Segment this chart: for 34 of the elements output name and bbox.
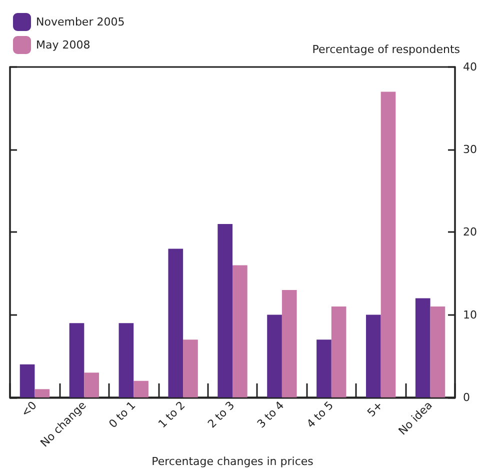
x-tick-label: <0 bbox=[18, 398, 40, 420]
bar bbox=[331, 306, 346, 398]
bar bbox=[282, 290, 297, 398]
x-tick-label: 5+ bbox=[364, 398, 386, 420]
bar bbox=[118, 323, 134, 398]
bar bbox=[415, 298, 430, 398]
y-tick-label: 10 bbox=[463, 308, 477, 322]
bar bbox=[69, 323, 84, 398]
bar bbox=[34, 389, 50, 398]
bar bbox=[232, 265, 248, 398]
legend-label: May 2008 bbox=[36, 38, 90, 52]
x-tick-label: 4 to 5 bbox=[304, 398, 336, 431]
legend-label: November 2005 bbox=[36, 16, 125, 28]
y-tick-label: 30 bbox=[463, 143, 477, 156]
bar bbox=[267, 314, 282, 398]
y-tick-label: 40 bbox=[463, 60, 477, 74]
y-axis-title: Percentage of respondents bbox=[312, 43, 460, 56]
bar bbox=[316, 340, 332, 398]
bar bbox=[134, 380, 148, 398]
bar bbox=[183, 340, 198, 398]
x-tick-label: 1 to 2 bbox=[156, 398, 188, 431]
x-tick-label: 3 to 4 bbox=[254, 398, 287, 431]
bar bbox=[380, 92, 396, 398]
bar bbox=[168, 248, 184, 398]
bar bbox=[84, 372, 99, 398]
x-tick-label: 0 to 1 bbox=[106, 398, 138, 431]
x-tick-label: 2 to 3 bbox=[205, 398, 238, 431]
bar bbox=[366, 314, 381, 398]
x-axis-title: Percentage changes in prices bbox=[152, 455, 314, 468]
bar bbox=[20, 364, 35, 398]
bar bbox=[218, 224, 232, 398]
bar bbox=[430, 306, 446, 398]
y-tick-label: 0 bbox=[463, 390, 470, 404]
y-tick-label: 20 bbox=[463, 226, 477, 239]
